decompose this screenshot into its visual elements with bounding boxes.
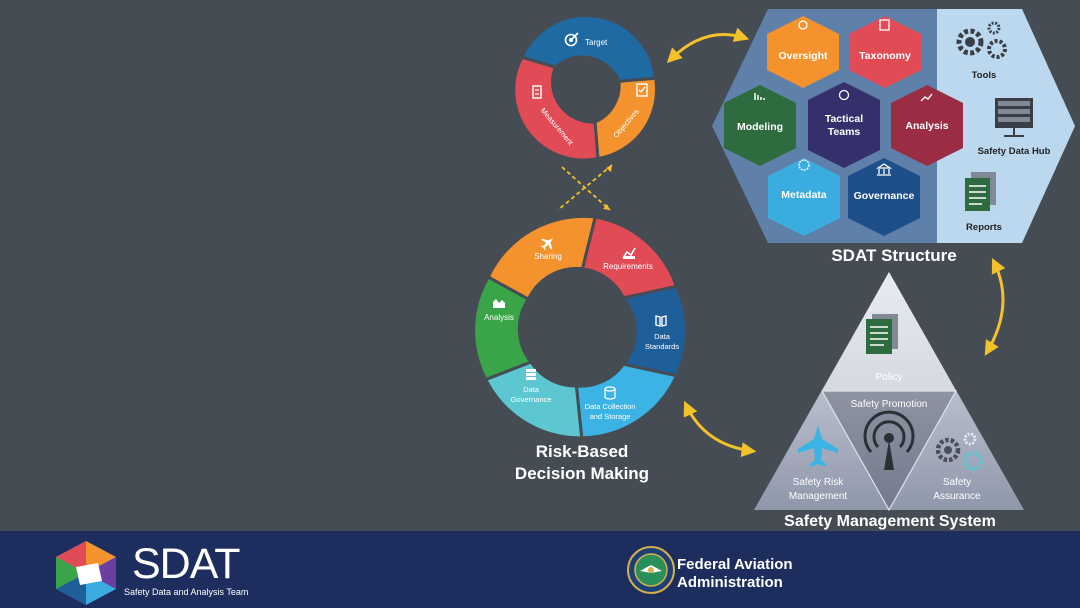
sms-policy-label: Policy	[876, 372, 903, 383]
sms-risk-label-1: Safety Risk	[793, 477, 845, 488]
rbdm-sharing-label: Sharing	[534, 252, 562, 261]
metadata-gear-icon	[798, 159, 810, 171]
hex-modeling[interactable]	[724, 85, 796, 166]
hex-modeling-label: Modeling	[737, 121, 783, 133]
rbdm-title-line2: Decision Making	[515, 464, 649, 483]
trend-icon	[920, 93, 933, 102]
top-cycle: Target Objectives Measurement	[512, 13, 658, 162]
sms-assurance-label-1: Safety	[943, 477, 971, 488]
compass-icon	[838, 89, 850, 101]
rbdm-data-governance-label-1: Data	[523, 385, 540, 394]
rbdm-cycle: Sharing Requirements Data Standards Data…	[472, 214, 688, 483]
target-icon	[564, 32, 579, 47]
rbdm-data-collection-segment[interactable]	[574, 362, 679, 440]
rbdm-sharing-segment[interactable]	[486, 214, 598, 302]
policy-document-icon	[866, 314, 898, 354]
sdat-logo-icon	[56, 541, 116, 605]
faa-seal-icon	[627, 546, 675, 594]
footer-bar: SDAT Safety Data and Analysis Team Feder…	[0, 531, 1080, 608]
bar-chart-icon	[754, 93, 765, 100]
rbdm-data-standards-label-1: Data	[654, 332, 671, 341]
airplane-icon	[540, 238, 553, 251]
top-cycle-target-segment[interactable]	[519, 13, 658, 83]
hex-oversight-label: Oversight	[778, 50, 828, 62]
arrow-top-cycle-to-sdat	[666, 27, 750, 64]
measurement-icon	[532, 85, 542, 99]
hex-analysis-label: Analysis	[905, 120, 948, 132]
sms-assurance-gears-icon	[935, 432, 983, 471]
hex-governance-label: Governance	[854, 190, 915, 202]
hex-tactical-teams-label-1: Tactical	[825, 113, 863, 125]
hex-governance[interactable]	[848, 158, 920, 236]
data-governance-icon	[526, 369, 536, 380]
hex-taxonomy[interactable]	[849, 16, 921, 88]
top-cycle-objectives-segment[interactable]	[593, 76, 658, 161]
sms-promotion-label: Safety Promotion	[851, 399, 928, 410]
hex-metadata-label: Metadata	[781, 189, 827, 201]
rbdm-data-governance-label-2: Governance	[511, 395, 552, 404]
rbdm-analysis-segment[interactable]	[472, 275, 534, 382]
hex-analysis[interactable]	[891, 85, 963, 166]
sms-assurance-label-2: Assurance	[933, 491, 981, 502]
sdat-structure: Oversight Taxonomy Modeling Tactical Tea…	[712, 9, 1075, 265]
rbdm-analysis-label: Analysis	[484, 313, 514, 322]
top-cycle-target-label: Target	[585, 38, 608, 47]
sdat-logo-subtitle: Safety Data and Analysis Team	[124, 587, 249, 597]
rbdm-data-governance-segment[interactable]	[483, 360, 584, 440]
faa-name-line2: Administration	[677, 574, 783, 591]
hex-tactical-teams-label-2: Teams	[828, 126, 861, 138]
hex-tactical-teams[interactable]	[808, 82, 880, 168]
analysis-chart-icon	[493, 299, 505, 308]
checklist-icon	[636, 83, 648, 97]
reports-document-icon	[965, 172, 996, 211]
requirements-icon	[622, 247, 636, 259]
hex-metadata[interactable]	[768, 158, 840, 236]
rbdm-requirements-label: Requirements	[603, 262, 653, 271]
rbdm-title-line1: Risk-Based	[536, 442, 629, 461]
arrow-sdat-to-sms	[984, 257, 1006, 356]
arrow-rbdm-to-sms	[683, 400, 757, 458]
sms-risk-airplane-icon	[798, 425, 838, 467]
reports-label: Reports	[966, 222, 1002, 233]
faa-name-line1: Federal Aviation	[677, 556, 793, 573]
sms-risk-label-2: Management	[789, 491, 848, 502]
institution-icon	[875, 163, 893, 176]
tools-gear-icon	[956, 21, 1007, 59]
rbdm-data-collection-label-2: and Storage	[590, 412, 631, 421]
taxonomy-icon	[879, 19, 890, 31]
cycle-link-arrows	[557, 164, 613, 211]
sms-title: Safety Management System	[784, 513, 996, 530]
diagram-canvas: Target Objectives Measurement Sharing	[472, 9, 1075, 530]
people-icon	[798, 20, 808, 30]
broadcast-antenna-icon	[863, 410, 915, 470]
sdat-logo-text: SDAT	[132, 540, 240, 588]
database-icon	[604, 386, 616, 400]
sdat-structure-title: SDAT Structure	[831, 246, 956, 265]
hex-taxonomy-label: Taxonomy	[859, 50, 911, 62]
connection-arrows	[666, 27, 1006, 458]
top-cycle-measurement-segment[interactable]	[512, 55, 600, 162]
sms-triangle: Policy Safety Promotion Safety Risk Mana…	[754, 272, 1024, 530]
rbdm-data-standards-label-2: Standards	[645, 342, 679, 351]
tools-label: Tools	[972, 70, 997, 81]
hex-oversight[interactable]	[767, 16, 839, 88]
rbdm-data-collection-label-1: Data Collection	[585, 402, 636, 411]
data-hub-server-icon	[995, 98, 1033, 137]
book-icon	[655, 315, 667, 327]
safety-data-hub-label: Safety Data Hub	[978, 146, 1051, 157]
